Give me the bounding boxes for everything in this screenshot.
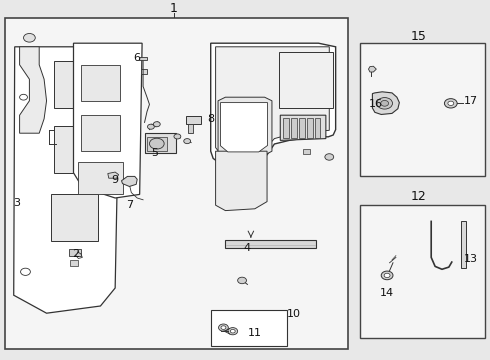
Text: 16: 16 <box>369 99 383 109</box>
Text: 5: 5 <box>151 148 158 158</box>
Polygon shape <box>122 176 137 186</box>
Circle shape <box>230 329 235 333</box>
FancyBboxPatch shape <box>299 118 305 138</box>
Circle shape <box>238 277 246 284</box>
Circle shape <box>219 324 228 331</box>
Text: 7: 7 <box>126 200 133 210</box>
Polygon shape <box>372 92 399 114</box>
Polygon shape <box>280 115 326 140</box>
Circle shape <box>153 122 160 127</box>
FancyBboxPatch shape <box>461 221 465 268</box>
Polygon shape <box>220 103 268 152</box>
Polygon shape <box>216 47 329 159</box>
Circle shape <box>377 98 392 109</box>
Circle shape <box>21 268 30 275</box>
FancyBboxPatch shape <box>145 133 176 153</box>
Circle shape <box>184 139 191 144</box>
FancyBboxPatch shape <box>225 240 316 248</box>
Circle shape <box>448 101 454 105</box>
FancyBboxPatch shape <box>54 126 98 173</box>
Text: 14: 14 <box>380 288 394 298</box>
FancyBboxPatch shape <box>69 249 81 256</box>
FancyBboxPatch shape <box>141 69 147 74</box>
Circle shape <box>444 99 457 108</box>
Circle shape <box>381 100 389 106</box>
Polygon shape <box>20 47 47 133</box>
FancyBboxPatch shape <box>81 65 120 101</box>
FancyBboxPatch shape <box>5 18 348 349</box>
Text: 2: 2 <box>73 249 79 259</box>
Polygon shape <box>108 172 119 178</box>
Polygon shape <box>218 97 272 158</box>
FancyBboxPatch shape <box>360 43 485 176</box>
FancyBboxPatch shape <box>360 205 485 338</box>
FancyBboxPatch shape <box>279 52 333 108</box>
FancyBboxPatch shape <box>211 310 287 346</box>
Circle shape <box>174 134 181 139</box>
FancyBboxPatch shape <box>51 194 98 241</box>
Text: 4: 4 <box>244 243 251 253</box>
FancyBboxPatch shape <box>78 162 122 194</box>
FancyBboxPatch shape <box>188 124 193 133</box>
Polygon shape <box>211 43 336 166</box>
FancyBboxPatch shape <box>283 118 289 138</box>
Text: 10: 10 <box>287 309 301 319</box>
FancyBboxPatch shape <box>303 149 310 154</box>
Polygon shape <box>216 151 267 211</box>
Text: 13: 13 <box>464 254 477 264</box>
FancyBboxPatch shape <box>70 260 78 266</box>
Circle shape <box>381 271 393 280</box>
FancyBboxPatch shape <box>291 118 297 138</box>
FancyBboxPatch shape <box>315 118 320 138</box>
Text: 15: 15 <box>411 30 427 42</box>
Text: 9: 9 <box>112 175 119 185</box>
Circle shape <box>24 33 35 42</box>
Circle shape <box>221 326 226 329</box>
Circle shape <box>20 94 27 100</box>
Text: 8: 8 <box>207 114 214 124</box>
Text: 1: 1 <box>170 3 178 15</box>
Circle shape <box>228 328 238 335</box>
FancyBboxPatch shape <box>147 137 167 151</box>
FancyBboxPatch shape <box>139 57 147 60</box>
Text: 3: 3 <box>14 198 21 208</box>
Text: 12: 12 <box>411 190 427 203</box>
Polygon shape <box>74 43 142 198</box>
FancyBboxPatch shape <box>54 61 98 108</box>
Circle shape <box>147 124 154 129</box>
Polygon shape <box>14 47 118 313</box>
Text: 17: 17 <box>464 96 477 106</box>
Circle shape <box>325 154 334 160</box>
Text: 6: 6 <box>134 53 141 63</box>
Polygon shape <box>368 66 376 72</box>
Circle shape <box>384 273 390 278</box>
Text: 11: 11 <box>248 328 262 338</box>
FancyBboxPatch shape <box>186 116 201 124</box>
FancyBboxPatch shape <box>307 118 313 138</box>
Circle shape <box>149 138 164 149</box>
FancyBboxPatch shape <box>81 115 120 151</box>
